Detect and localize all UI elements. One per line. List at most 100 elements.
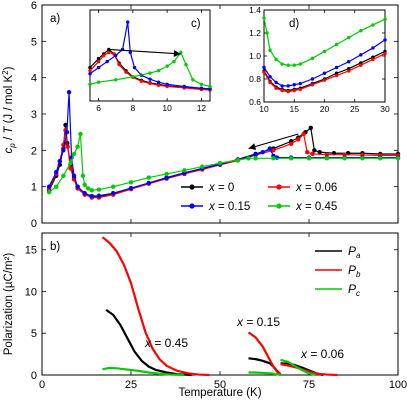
data-point: [371, 57, 375, 62]
x-tick-label-0: 0: [39, 379, 45, 391]
data-point: [208, 87, 212, 91]
data-point: [146, 175, 151, 180]
data-point: [274, 80, 278, 85]
curve-p-c-x-0-45: [102, 366, 185, 377]
data-point: [322, 71, 327, 75]
panel-b-frame: [41, 232, 399, 376]
y-tick-label-15: 15: [25, 245, 37, 257]
data-point: [324, 156, 329, 161]
data-point: [89, 188, 95, 193]
data-point: [102, 53, 106, 58]
data-point: [271, 148, 276, 153]
data-point: [260, 149, 265, 155]
data-point: [46, 189, 52, 195]
data-point: [199, 86, 204, 90]
data-point: [322, 78, 327, 82]
data-point: [165, 64, 169, 68]
data-point: [105, 59, 109, 64]
data-point: [292, 88, 296, 93]
data-point: [347, 60, 351, 64]
data-point: [199, 82, 204, 87]
panel-b-series: [101, 236, 338, 377]
data-point: [128, 50, 132, 55]
data-point: [371, 23, 375, 27]
curve-p-c-x-0-15: [248, 371, 281, 377]
inset-d-series: [262, 16, 387, 94]
data-point: [164, 175, 169, 181]
inset-d-label: d): [289, 18, 299, 30]
data-point: [334, 73, 339, 78]
series-x-0-15-inset-c: [88, 20, 212, 91]
data-point: [317, 149, 322, 155]
data-point: [292, 63, 296, 67]
series-x-0-06-inset-d: [262, 52, 387, 94]
y-tick-label-1: 1: [31, 182, 37, 194]
y-tick-label-2: 2: [31, 145, 37, 157]
y-tick-label-1-2: 1.2: [249, 28, 261, 38]
x-tick-label-75: 75: [303, 379, 315, 391]
x-tick-label-15: 15: [290, 104, 300, 114]
data-point: [378, 156, 383, 161]
data-point: [117, 62, 121, 67]
data-point: [156, 68, 161, 73]
inset-c-ticks: 6 8 10 12: [96, 10, 206, 113]
data-point: [298, 87, 302, 92]
arrow-head-0: [248, 143, 257, 150]
data-point: [268, 75, 272, 79]
inset-c-label: c): [191, 18, 201, 30]
legend-label: x = 0: [208, 182, 234, 194]
data-point: [71, 173, 77, 178]
data-point: [286, 63, 290, 67]
annotation-x-0-15: x = 0.15: [236, 315, 280, 329]
data-point: [246, 156, 251, 161]
panel-b-y-ticks: 0 5 10 15: [25, 245, 398, 382]
x-tick-label-8: 8: [130, 103, 135, 113]
data-point: [148, 77, 152, 81]
data-point: [46, 184, 52, 189]
data-point: [172, 59, 176, 64]
data-point: [310, 83, 315, 87]
x-tick-label-12: 12: [197, 103, 207, 113]
data-point: [132, 65, 137, 70]
data-point: [128, 185, 134, 191]
data-point: [96, 187, 102, 192]
data-point: [88, 72, 92, 76]
data-point: [268, 48, 272, 52]
data-point: [265, 31, 269, 35]
data-point: [68, 166, 73, 171]
data-point: [262, 16, 266, 20]
data-point: [308, 125, 313, 131]
curve-p-b-x-0-45: [101, 236, 210, 377]
data-point: [200, 164, 205, 169]
data-point: [78, 131, 83, 137]
inset-c: 6 8 10 12 c): [88, 9, 212, 113]
data-point: [179, 50, 183, 55]
y-tick-label-1-4: 1.4: [249, 5, 261, 15]
data-point: [124, 70, 128, 74]
data-point: [334, 42, 339, 47]
inset-d-ticks: 10 15 20 25 30 0.6 0.8 1.0 1.2 1.4: [249, 5, 390, 114]
data-point: [63, 122, 68, 128]
data-point: [182, 84, 186, 89]
panel-b-legend: Pa Pb Pc: [315, 244, 361, 298]
data-point: [64, 129, 70, 135]
curve-p-a-x-0-45: [105, 308, 192, 377]
panel-a-legend: x = 0 x = 0.06 x = 0.15 x = 0.45: [181, 182, 337, 213]
data-point: [75, 184, 80, 189]
x-tick-label-30: 30: [380, 104, 390, 114]
data-point: [371, 46, 375, 50]
arrow-shaft-0: [248, 133, 299, 150]
legend-label: Pb: [348, 263, 361, 279]
data-point: [96, 193, 102, 198]
data-point: [164, 171, 169, 177]
data-point: [334, 65, 339, 70]
data-point: [68, 160, 73, 166]
data-point: [383, 52, 387, 56]
data-point: [262, 65, 266, 70]
legend-marker: [189, 184, 195, 190]
data-point: [66, 90, 72, 95]
legend-entry-x-0-45: x = 0.45: [268, 201, 337, 213]
y-tick-label-4: 4: [31, 73, 37, 85]
